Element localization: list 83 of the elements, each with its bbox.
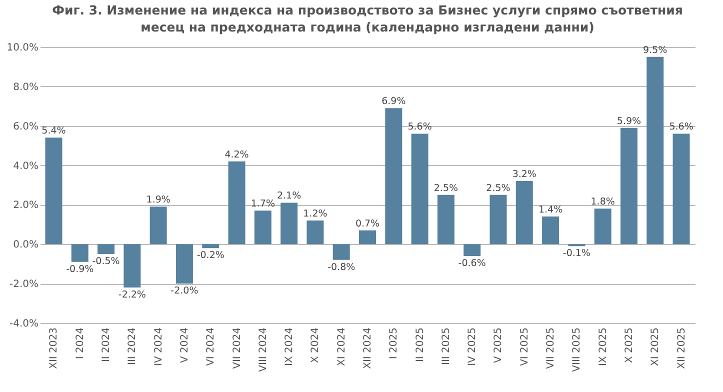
x-tick-label: VI 2024 [206, 328, 217, 366]
data-label: -0.6% [458, 258, 486, 269]
y-tick-label: -2.0% [9, 279, 38, 290]
y-tick-label: 4.0% [13, 160, 38, 172]
bar [672, 134, 690, 244]
x-tick-label: X 2025 [624, 328, 635, 363]
x-tick-label: VIII 2024 [258, 328, 269, 372]
data-label: 9.5% [643, 44, 668, 56]
data-label: 1.8% [590, 196, 615, 208]
x-tick-label: XII 2023 [48, 328, 60, 369]
bar [280, 202, 298, 244]
x-tick-label: XII 2025 [676, 328, 688, 369]
data-label: 5.4% [42, 126, 66, 137]
bar [646, 56, 664, 244]
data-label: -0.1% [562, 248, 590, 260]
data-label: 3.2% [512, 169, 536, 180]
bar [594, 208, 612, 244]
y-tick-label: 8.0% [13, 82, 38, 93]
bar [437, 194, 454, 244]
bar [202, 244, 220, 248]
x-tick-label: II 2025 [414, 328, 426, 362]
bar [359, 230, 376, 244]
x-tick-label: IV 2024 [153, 328, 164, 366]
bar [150, 206, 167, 244]
chart-title: Фиг. 3. Изменение на индекса на производството за Бизнес услуги спрямо съответния месец на предходната година (календарно изгладени данни) [52, 2, 683, 34]
data-label: -0.8% [328, 262, 356, 273]
data-label: -0.5% [92, 256, 120, 267]
y-tick-label: -4.0% [9, 318, 38, 330]
data-label: 2.5% [486, 182, 510, 194]
data-label: 1.2% [303, 208, 328, 220]
x-tick-label: VII 2024 [232, 328, 243, 369]
bar [385, 108, 402, 244]
y-tick-label: 10.0% [6, 42, 38, 54]
data-label: 1.4% [538, 204, 563, 216]
data-label: -0.2% [196, 250, 224, 262]
x-tick-label: II 2024 [101, 328, 112, 362]
x-tick-label: III 2025 [440, 328, 452, 365]
data-label: 0.7% [355, 218, 380, 230]
bar [542, 216, 560, 244]
bar [176, 244, 193, 284]
data-label: 5.6% [408, 122, 432, 133]
x-tick-label: XII 2024 [362, 328, 374, 369]
bar [620, 128, 638, 244]
x-tick-label: XI 2024 [336, 328, 348, 366]
data-label: 2.5% [434, 182, 458, 194]
data-label: 5.9% [616, 116, 642, 127]
x-tick-label: VII 2025 [546, 328, 557, 369]
x-tick-label: I 2025 [388, 328, 400, 360]
x-tick-label: IX 2024 [284, 328, 296, 366]
data-label: -2.0% [170, 286, 198, 297]
bar [71, 244, 88, 262]
data-label: 6.9% [382, 96, 406, 108]
x-tick-label: VIII 2025 [572, 328, 583, 372]
y-tick-label: 0.0% [13, 240, 38, 251]
x-tick-label: I 2024 [74, 328, 86, 360]
bar [464, 244, 481, 256]
x-tick-label: VI 2025 [519, 328, 530, 366]
x-tick-label: V 2024 [179, 328, 190, 363]
x-tick-label: X 2024 [310, 328, 322, 363]
bar [516, 181, 533, 244]
bar [98, 244, 115, 254]
data-label: -0.9% [66, 264, 94, 275]
x-tick-label: IX 2025 [598, 328, 609, 366]
x-tick-label: V 2025 [493, 328, 504, 363]
bar [411, 134, 428, 244]
data-label: -2.2% [118, 290, 146, 301]
data-label: 5.6% [669, 122, 694, 133]
bar [228, 161, 246, 244]
x-tick-label: IV 2025 [467, 328, 478, 366]
data-label: 2.1% [276, 190, 302, 202]
bar [306, 220, 324, 244]
y-tick-label: 6.0% [13, 121, 38, 132]
bar [332, 244, 350, 260]
bar [254, 210, 272, 244]
data-label: 4.2% [224, 149, 249, 160]
x-tick-label: XI 2025 [650, 328, 662, 366]
x-tick-label: III 2024 [127, 328, 138, 365]
bar [45, 138, 62, 244]
bar [124, 244, 141, 288]
data-label: 1.7% [250, 198, 275, 210]
y-tick-label: 2.0% [13, 200, 38, 212]
data-label: 1.9% [146, 194, 170, 206]
bar [490, 194, 507, 244]
